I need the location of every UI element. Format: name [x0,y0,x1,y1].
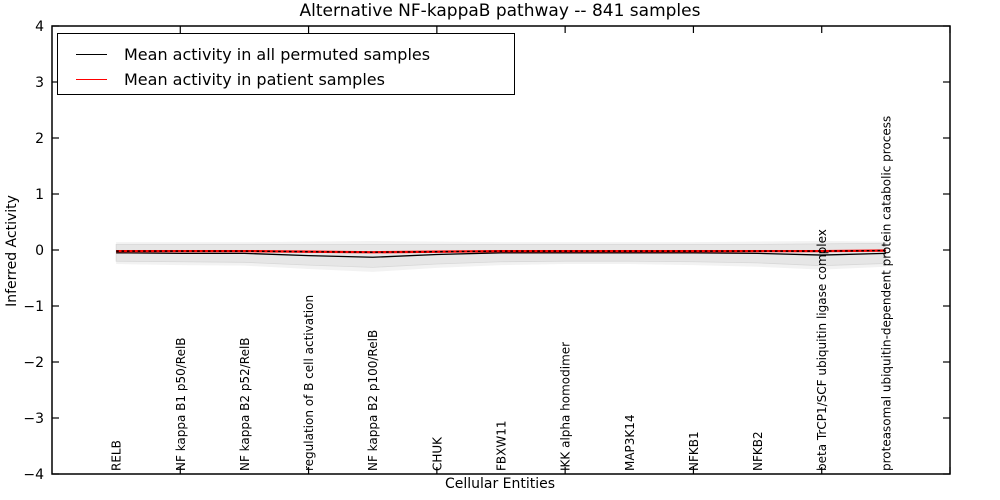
legend-line-sample [76,54,107,55]
x-axis-label: Cellular Entities [444,476,556,492]
y-tick-label: 1 [35,187,44,203]
band-inner [115,242,887,268]
x-category-label: IKK alpha homodimer [559,342,573,471]
x-category-label: NF kappa B1 p50/RelB [174,337,188,471]
legend-item-label: Mean activity in patient samples [124,70,385,89]
y-tick-label: −1 [23,299,44,315]
x-category-label: NF kappa B2 p100/RelB [366,330,380,471]
x-category-label: NFKB2 [751,431,765,471]
legend-item: Mean activity in all permuted samples [58,42,514,67]
x-category-label: regulation of B cell activation [302,295,316,471]
x-category-label: CHUK [430,436,444,471]
y-tick-label: 2 [35,131,44,147]
x-category-label: NF kappa B2 p52/RelB [238,337,252,471]
x-category-label: proteasomal ubiquitin-dependent protein … [879,116,893,471]
legend-item-label: Mean activity in all permuted samples [124,45,431,64]
dashed-overlay-line [116,249,886,253]
y-tick-label: 3 [35,75,44,91]
x-category-label: MAP3K14 [623,414,637,471]
x-category-label: FBXW11 [495,421,509,472]
y-tick-label: 0 [35,243,44,259]
x-category-label: beta TrCP1/SCF ubiquitin ligase complex [815,229,829,471]
legend-item: Mean activity in patient samples [58,67,514,92]
y-tick-label: −2 [23,355,44,371]
legend-box: Mean activity in all permuted samples Mea… [57,33,515,95]
y-tick-label: −4 [23,467,44,483]
y-tick-label: 4 [35,19,44,35]
legend-line-sample [76,79,107,80]
y-axis-label: Inferred Activity [4,195,20,307]
y-tick-label: −3 [23,411,44,427]
permuted-mean-line [116,252,886,258]
x-category-label: RELB [110,440,124,471]
x-category-label: NFKB1 [687,431,701,471]
chart-title: Alternative NF-kappaB pathway -- 841 sam… [299,1,701,21]
